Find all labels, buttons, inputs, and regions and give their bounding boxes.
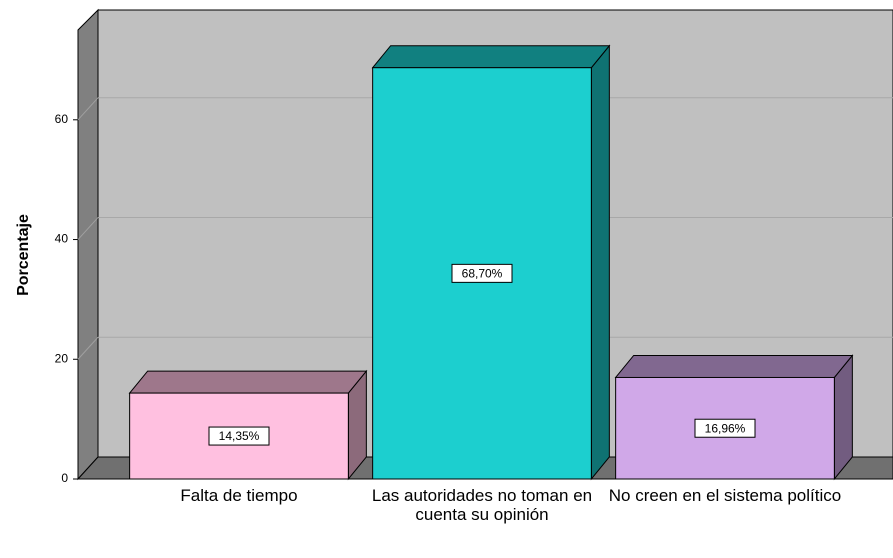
x-tick-label: Falta de tiempo	[180, 486, 298, 505]
value-label: 16,96%	[705, 421, 746, 435]
side-wall	[77, 8, 99, 481]
value-label-box	[694, 418, 756, 438]
value-label: 68,70%	[462, 267, 503, 281]
bar-side	[590, 44, 610, 481]
grid-line-side	[77, 217, 99, 240]
value-label-box	[451, 263, 513, 283]
grid-line-side	[77, 97, 99, 121]
value-label: 14,35%	[219, 429, 260, 443]
y-tick-label: 20	[55, 351, 69, 365]
y-tick-label: 0	[61, 471, 68, 485]
bar-top	[128, 370, 368, 394]
value-label-box	[208, 426, 270, 446]
bar-top	[371, 45, 611, 69]
bar-top	[614, 354, 854, 378]
x-tick-label: No creen en el sistema político	[608, 486, 842, 505]
grid-line-side	[77, 336, 99, 360]
y-axis-label: Porcentaje	[15, 214, 32, 296]
y-tick-label: 40	[55, 232, 69, 246]
y-tick-label: 60	[55, 112, 69, 126]
x-tick-label: Las autoridades no toman en cuenta su op…	[371, 486, 593, 524]
